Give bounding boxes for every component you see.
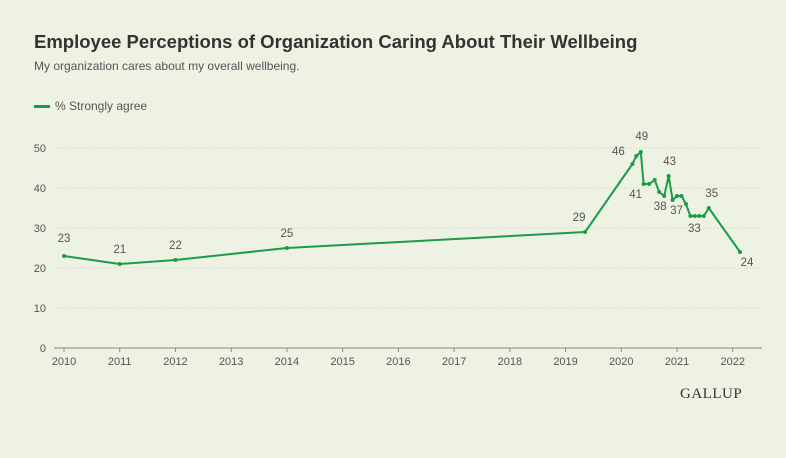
data-point bbox=[117, 262, 122, 266]
data-label: 25 bbox=[281, 228, 294, 240]
chart-title: Employee Perceptions of Organization Car… bbox=[34, 31, 638, 52]
y-tick-label: 30 bbox=[34, 223, 46, 235]
x-tick-label: 2014 bbox=[275, 356, 299, 368]
data-point bbox=[652, 178, 657, 182]
data-label: 43 bbox=[663, 156, 676, 168]
data-point bbox=[641, 182, 646, 186]
data-point bbox=[701, 214, 706, 218]
data-label: 46 bbox=[612, 146, 625, 158]
data-label: 38 bbox=[654, 201, 667, 213]
data-label: 35 bbox=[705, 188, 718, 200]
data-point bbox=[738, 250, 742, 254]
y-tick-label: 20 bbox=[34, 263, 46, 275]
x-tick-label: 2017 bbox=[442, 356, 466, 368]
x-tick-label: 2019 bbox=[553, 356, 577, 368]
data-point bbox=[62, 254, 66, 258]
data-point bbox=[657, 190, 662, 194]
gallup-logo: GALLUP bbox=[680, 386, 743, 402]
data-point bbox=[688, 214, 693, 218]
data-label: 33 bbox=[688, 223, 701, 235]
y-tick-label: 50 bbox=[34, 143, 46, 155]
x-tick-label: 2018 bbox=[498, 356, 522, 368]
y-tick-label: 0 bbox=[40, 343, 46, 355]
data-label: 24 bbox=[741, 257, 754, 269]
data-point bbox=[692, 214, 697, 218]
data-point bbox=[683, 202, 688, 206]
data-point bbox=[638, 150, 643, 154]
data-point bbox=[679, 194, 684, 198]
data-point bbox=[675, 194, 680, 198]
data-label: 23 bbox=[58, 233, 71, 245]
data-label: 21 bbox=[113, 244, 126, 256]
y-tick-label: 40 bbox=[34, 183, 46, 195]
x-tick-label: 2021 bbox=[665, 356, 689, 368]
x-tick-label: 2020 bbox=[609, 356, 633, 368]
data-point bbox=[647, 182, 652, 186]
legend-swatch bbox=[34, 104, 50, 108]
x-tick-label: 2011 bbox=[108, 356, 132, 368]
data-point bbox=[666, 174, 671, 178]
data-point bbox=[670, 198, 675, 202]
y-tick-label: 10 bbox=[34, 303, 46, 315]
x-tick-label: 2010 bbox=[52, 356, 76, 368]
data-point bbox=[173, 258, 178, 262]
legend-label: % Strongly agree bbox=[55, 99, 148, 113]
data-point bbox=[662, 194, 667, 198]
data-label: 41 bbox=[629, 189, 642, 201]
data-label: 49 bbox=[635, 131, 648, 143]
x-tick-label: 2013 bbox=[219, 356, 243, 368]
x-tick-label: 2022 bbox=[721, 356, 745, 368]
data-point bbox=[634, 154, 639, 158]
x-tick-label: 2012 bbox=[163, 356, 187, 368]
data-point bbox=[284, 246, 289, 250]
data-label: 29 bbox=[573, 212, 586, 224]
data-point bbox=[583, 230, 588, 234]
data-point bbox=[697, 214, 702, 218]
data-label: 22 bbox=[169, 240, 182, 252]
legend: % Strongly agree bbox=[34, 99, 147, 113]
data-point bbox=[706, 206, 711, 210]
chart-subtitle: My organization cares about my overall w… bbox=[34, 59, 300, 73]
series-line bbox=[63, 151, 741, 265]
x-tick-label: 2016 bbox=[386, 356, 410, 368]
x-tick-label: 2015 bbox=[330, 356, 354, 368]
data-point bbox=[630, 162, 635, 166]
data-label: 37 bbox=[670, 205, 683, 217]
